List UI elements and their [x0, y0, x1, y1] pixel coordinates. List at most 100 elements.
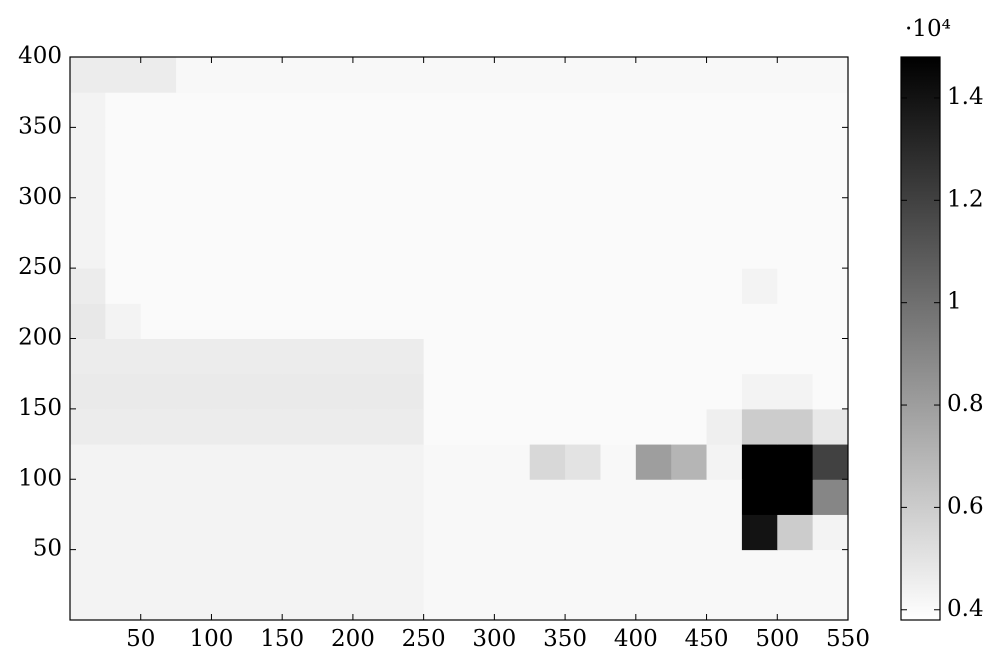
heat-cell — [600, 444, 637, 480]
heat-cell — [565, 514, 601, 551]
heat-cell — [812, 338, 849, 375]
heat-cell — [565, 57, 601, 93]
colorbar-tick-label: 0.6 — [947, 493, 984, 519]
heat-cell — [70, 92, 106, 128]
heat-cell — [211, 162, 248, 199]
heat-cell — [246, 92, 283, 128]
heat-cell — [246, 408, 283, 445]
x-tick-label: 350 — [543, 626, 587, 652]
heat-cell — [246, 127, 283, 164]
heat-cell — [176, 408, 212, 445]
heat-cell — [741, 162, 778, 199]
heat-cell — [176, 232, 212, 269]
heat-cell — [635, 444, 672, 480]
heat-cell — [70, 444, 106, 480]
heat-cell — [635, 232, 672, 269]
heat-cell — [565, 549, 601, 586]
heat-cell — [140, 268, 177, 304]
heat-cell — [600, 479, 637, 515]
heat-cell — [459, 338, 495, 375]
heat-cell — [282, 92, 319, 128]
heat-cell — [282, 514, 319, 551]
heat-cell — [706, 549, 743, 586]
colorbar-tick-label: 1 — [947, 289, 962, 315]
heat-cell — [423, 303, 460, 339]
heat-cell — [635, 162, 672, 199]
heat-cell — [706, 479, 743, 515]
heat-cell — [423, 584, 460, 621]
heat-cell — [812, 92, 849, 128]
heat-cell — [105, 162, 142, 199]
heat-cell — [388, 162, 425, 199]
heat-cell — [317, 479, 354, 515]
heat-cell — [176, 92, 212, 128]
heat-cell — [494, 584, 531, 621]
y-tick-label: 50 — [33, 536, 62, 562]
heat-cell — [282, 444, 319, 480]
heat-cell — [352, 584, 389, 621]
heat-cell — [706, 584, 743, 621]
heat-cell — [459, 444, 495, 480]
heat-cell — [140, 444, 177, 480]
heat-cell — [671, 57, 708, 93]
heat-cell — [529, 92, 566, 128]
heat-cell — [140, 162, 177, 199]
heat-cell — [246, 479, 283, 515]
heat-cell — [671, 127, 708, 164]
x-tick-label: 550 — [826, 626, 870, 652]
heat-cell — [317, 268, 354, 304]
heat-cell — [812, 127, 849, 164]
heat-cell — [317, 444, 354, 480]
heat-cell — [600, 303, 637, 339]
heat-cell — [671, 197, 708, 234]
heat-cell — [494, 549, 531, 586]
heat-cell — [635, 303, 672, 339]
heat-cell — [140, 549, 177, 586]
x-tick-label: 50 — [126, 626, 155, 652]
heat-cell — [317, 303, 354, 339]
heat-cell — [176, 479, 212, 515]
heat-cell — [459, 268, 495, 304]
heat-cell — [635, 127, 672, 164]
heat-cell — [211, 92, 248, 128]
heat-cell — [459, 514, 495, 551]
heat-cell — [494, 268, 531, 304]
colorbar — [900, 56, 941, 621]
x-tick-label: 500 — [755, 626, 799, 652]
colorbar-tick-label: 1.2 — [947, 186, 984, 212]
heat-cell — [352, 479, 389, 515]
heat-cell — [140, 373, 177, 410]
heat-cell — [211, 549, 248, 586]
heat-cell — [317, 92, 354, 128]
heat-cell — [423, 127, 460, 164]
heat-cell — [635, 373, 672, 410]
heat-cell — [565, 92, 601, 128]
heat-cell — [282, 338, 319, 375]
heat-cell — [140, 303, 177, 339]
heat-cell — [352, 92, 389, 128]
heat-cell — [706, 268, 743, 304]
heat-cell — [352, 162, 389, 199]
heat-cell — [741, 127, 778, 164]
heat-cell — [176, 127, 212, 164]
heat-cell — [671, 162, 708, 199]
heat-cell — [140, 92, 177, 128]
heat-cell — [246, 549, 283, 586]
y-tick-label: 200 — [18, 325, 62, 351]
heat-cell — [777, 373, 814, 410]
heat-cell — [459, 584, 495, 621]
heat-cell — [317, 584, 354, 621]
heat-cell — [741, 584, 778, 621]
heat-cell — [812, 57, 849, 93]
heat-cell — [777, 303, 814, 339]
heat-cell — [105, 303, 142, 339]
heat-cell — [423, 232, 460, 269]
heat-cell — [529, 197, 566, 234]
heat-cell — [706, 197, 743, 234]
heat-cell — [741, 373, 778, 410]
heat-cell — [282, 549, 319, 586]
heat-cell — [741, 232, 778, 269]
heat-cell — [565, 232, 601, 269]
heat-cell — [741, 268, 778, 304]
heat-cell — [706, 57, 743, 93]
